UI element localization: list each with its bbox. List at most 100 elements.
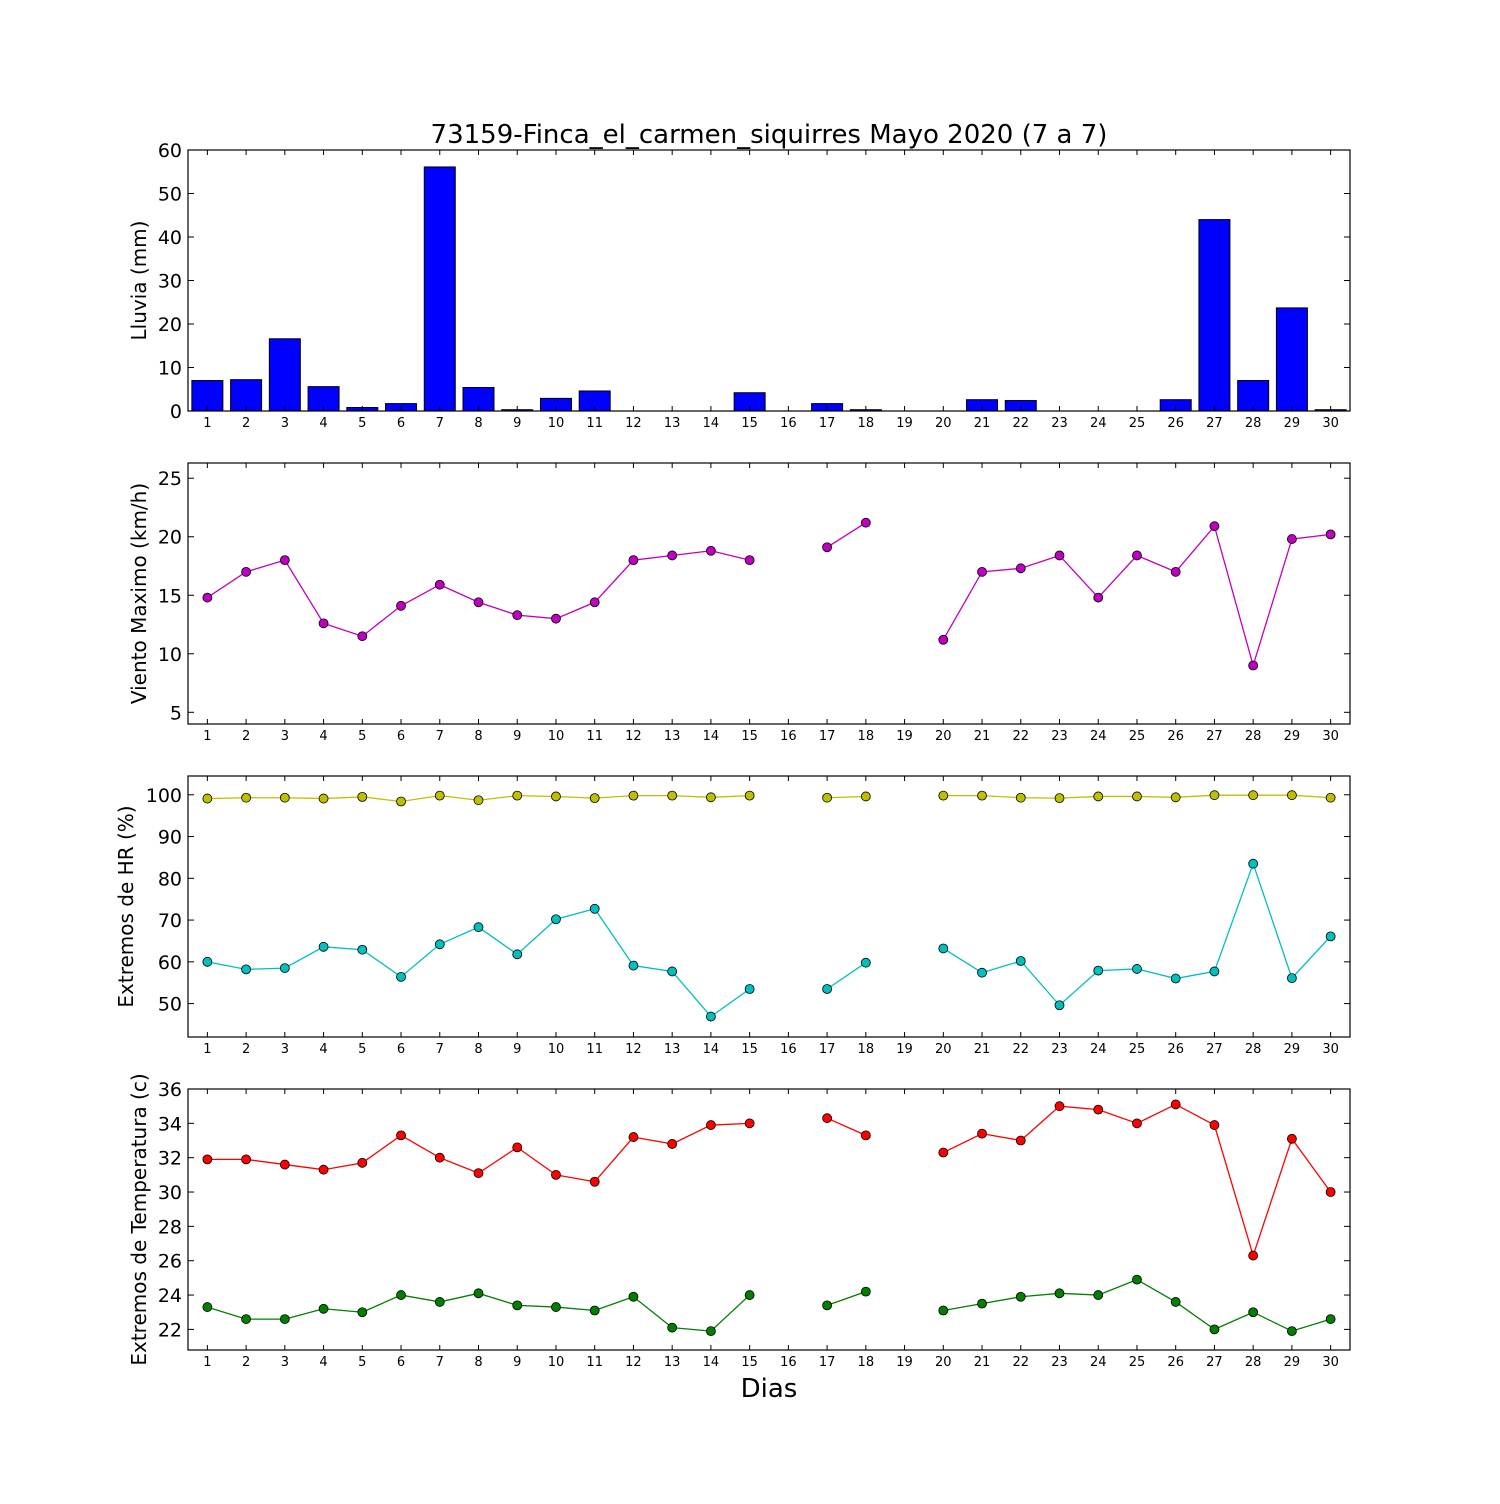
data-point-day-10: [551, 791, 561, 802]
x-tick-label: 23: [1051, 1042, 1068, 1057]
x-tick-label: 23: [1051, 416, 1068, 431]
x-tick-label: 22: [1012, 416, 1029, 431]
data-point-day-3: [279, 555, 290, 566]
data-point-day-18: [860, 1286, 871, 1297]
y-tick-label: 100: [146, 785, 182, 807]
x-tick-label: 3: [281, 416, 289, 431]
x-tick-label: 7: [436, 1042, 444, 1057]
series-line-segment: [826, 522, 867, 548]
y-axis-label: Lluvia (mm): [127, 221, 151, 341]
data-point-day-7: [434, 939, 445, 950]
data-point-day-8: [473, 1168, 484, 1179]
x-tick-label: 8: [474, 416, 482, 431]
data-point-day-6: [396, 1290, 406, 1300]
x-tick-label: 15: [741, 1042, 758, 1057]
x-tick-label: 8: [474, 1355, 482, 1370]
data-point-day-27: [1209, 790, 1220, 801]
x-tick-label: 11: [586, 1355, 603, 1370]
data-point-day-9: [512, 1300, 523, 1311]
data-point-day-27: [1209, 1324, 1220, 1335]
x-tick-label: 21: [974, 1042, 991, 1057]
data-point-day-25: [1132, 1118, 1142, 1129]
data-point-day-2: [241, 792, 252, 803]
data-point-day-25: [1132, 964, 1142, 974]
data-point-day-1: [202, 592, 213, 603]
x-tick-label: 15: [741, 1355, 758, 1370]
data-point-day-11: [589, 903, 600, 914]
data-point-day-25: [1132, 791, 1142, 802]
y-tick-label: 30: [158, 271, 182, 293]
data-point-day-22: [1015, 1291, 1026, 1302]
data-point-day-30: [1325, 931, 1336, 942]
x-tick-label: 22: [1012, 1042, 1029, 1057]
data-point-day-29: [1287, 790, 1297, 801]
x-tick-label: 23: [1051, 729, 1068, 744]
x-tick-label: 28: [1245, 1042, 1262, 1057]
rain-bar-day-28: [1237, 380, 1270, 412]
data-point-day-2: [241, 964, 252, 975]
x-tick-label: 4: [319, 1355, 327, 1370]
x-tick-label: 13: [664, 1355, 681, 1370]
data-point-day-3: [279, 1314, 290, 1324]
y-tick-label: 36: [158, 1079, 182, 1101]
data-point-day-23: [1054, 550, 1065, 561]
data-point-day-15: [744, 555, 755, 566]
data-point-day-29: [1287, 973, 1297, 984]
y-tick-label: 22: [158, 1319, 182, 1341]
data-point-day-28: [1248, 790, 1259, 801]
y-axis-label: Extremos de HR (%): [114, 805, 138, 1007]
panel-frame: [187, 149, 1351, 412]
data-point-day-17: [822, 984, 832, 994]
data-point-day-22: [1015, 956, 1026, 966]
y-tick-label: 26: [158, 1251, 182, 1273]
x-tick-label: 14: [703, 729, 720, 744]
data-point-day-12: [628, 1291, 639, 1302]
data-point-day-17: [822, 1113, 832, 1124]
x-tick-label: 5: [358, 1355, 366, 1370]
data-point-day-13: [667, 790, 678, 801]
rain-bar-day-2: [230, 379, 263, 412]
y-tick-label: 30: [158, 1182, 182, 1204]
data-point-day-29: [1287, 1326, 1297, 1337]
data-point-day-23: [1054, 1288, 1065, 1299]
x-tick-label: 16: [780, 1042, 797, 1057]
y-tick-label: 10: [158, 644, 182, 666]
x-tick-label: 10: [548, 1355, 565, 1370]
data-point-day-26: [1170, 1099, 1181, 1110]
x-tick-label: 25: [1129, 729, 1146, 744]
data-point-day-26: [1170, 1297, 1181, 1307]
data-point-day-4: [318, 941, 329, 952]
data-point-day-14: [706, 1326, 716, 1337]
data-point-day-4: [318, 793, 329, 804]
y-tick-label: 25: [158, 468, 182, 490]
y-tick-label: 50: [158, 184, 182, 206]
data-point-day-12: [628, 1132, 639, 1142]
x-tick-label: 27: [1206, 1042, 1223, 1057]
data-point-day-15: [744, 1118, 755, 1129]
data-point-day-21: [977, 967, 987, 978]
x-tick-label: 16: [780, 729, 797, 744]
data-point-day-3: [279, 1159, 290, 1170]
data-point-day-9: [512, 949, 523, 960]
data-point-day-14: [706, 1120, 716, 1130]
x-tick-label: 9: [513, 729, 521, 744]
x-tick-label: 30: [1322, 1042, 1339, 1057]
data-point-day-29: [1287, 1133, 1297, 1144]
rain-bar-day-1: [191, 380, 224, 412]
data-point-day-6: [396, 600, 406, 611]
data-point-day-23: [1054, 1000, 1065, 1011]
data-point-day-30: [1325, 1187, 1336, 1197]
x-tick-label: 13: [664, 416, 681, 431]
x-tick-label: 27: [1206, 416, 1223, 431]
x-tick-label: 6: [397, 1355, 405, 1370]
x-tick-label: 19: [896, 1355, 913, 1370]
x-tick-label: 7: [436, 729, 444, 744]
x-tick-label: 6: [397, 416, 405, 431]
data-point-day-8: [473, 597, 484, 608]
data-point-day-21: [977, 566, 987, 577]
rain-bar-day-7: [423, 166, 456, 412]
data-point-day-3: [279, 963, 290, 973]
x-tick-label: 1: [203, 729, 211, 744]
